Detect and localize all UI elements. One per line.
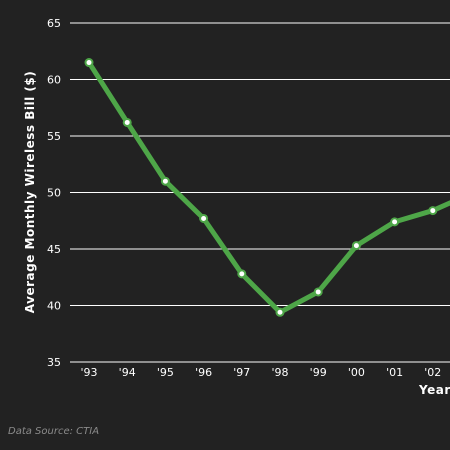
x-tick-label: '93 — [80, 366, 97, 379]
y-tick-label: 65 — [47, 17, 61, 30]
x-tick-label: '02 — [424, 366, 441, 379]
data-point — [199, 213, 209, 223]
y-tick-label: 60 — [47, 74, 61, 87]
x-tick-labels: '93'94'95'96'97'98'99'00'01'02'03 — [80, 366, 441, 379]
data-point — [160, 176, 170, 186]
y-tick-label: 45 — [47, 243, 61, 256]
data-point — [275, 307, 285, 317]
series-path — [86, 60, 450, 315]
data-point — [313, 287, 323, 297]
y-tick-labels: 35 40 45 50 55 60 65 — [47, 17, 61, 369]
x-tick-label: '95 — [157, 366, 174, 379]
x-tick-label: '00 — [348, 366, 365, 379]
y-tick-label: 50 — [47, 187, 61, 200]
data-point — [390, 217, 400, 227]
gridlines — [70, 22, 450, 363]
data-point — [237, 269, 247, 279]
x-tick-label: '99 — [310, 366, 327, 379]
data-source-note: Data Source: CTIA — [8, 426, 100, 437]
x-tick-label: '98 — [271, 366, 288, 379]
y-tick-label: 40 — [47, 300, 61, 313]
x-tick-label: '96 — [195, 366, 212, 379]
x-tick-label: '97 — [233, 366, 250, 379]
y-axis-label: Average Monthly Wireless Bill ($) — [23, 71, 37, 313]
series-line — [84, 58, 450, 317]
y-tick-label: 55 — [47, 130, 61, 143]
y-tick-label: 35 — [47, 356, 61, 369]
x-tick-label: '01 — [386, 366, 403, 379]
data-point — [122, 117, 132, 127]
data-point — [428, 206, 438, 216]
data-point — [351, 241, 361, 251]
data-point — [84, 58, 94, 68]
x-tick-label: '94 — [119, 366, 136, 379]
x-axis-label: Year — [418, 383, 450, 397]
